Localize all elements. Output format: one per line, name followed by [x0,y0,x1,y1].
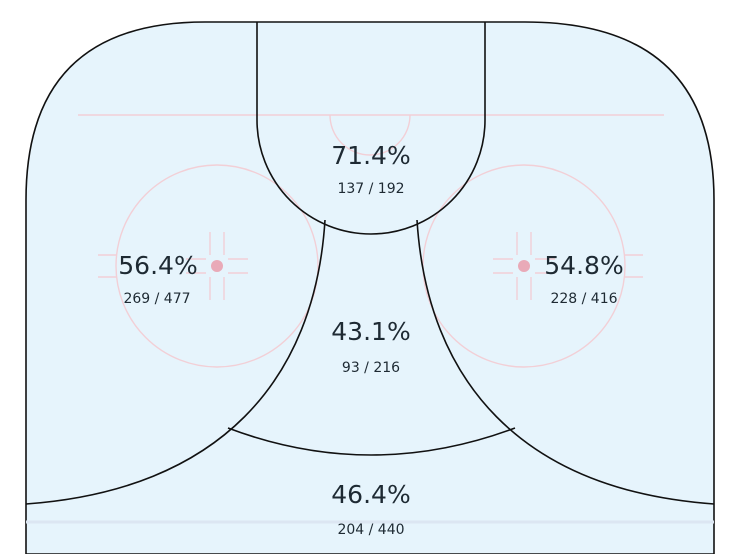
zone-labels: 71.4% 137 / 192 56.4% 269 / 477 54.8% 22… [118,141,623,538]
left-circle-pct: 56.4% [118,251,197,280]
center-pct: 43.1% [331,317,410,346]
right-circle-count: 228 / 416 [550,291,617,307]
slot-top-pct: 71.4% [331,141,410,170]
right-hash-marks [493,232,643,300]
left-zone-boundary [25,219,326,505]
point-pct: 46.4% [331,480,410,509]
right-faceoff-dot [518,260,530,272]
rink-surface [25,21,715,554]
point-count: 204 / 440 [337,522,404,538]
slot-top-count: 137 / 192 [337,181,404,197]
center-bottom-boundary [227,427,516,456]
left-faceoff-circle [115,164,319,368]
zone-boundaries [25,22,715,505]
rink-markings [26,114,714,524]
right-circle-pct: 54.8% [544,251,623,280]
right-zone-boundary [416,219,715,505]
left-faceoff-dot [211,260,223,272]
left-circle-count: 269 / 477 [123,291,190,307]
left-hash-marks [98,232,248,300]
slot-top-boundary [256,22,486,235]
goal-crease [329,114,411,156]
center-count: 93 / 216 [342,360,400,376]
